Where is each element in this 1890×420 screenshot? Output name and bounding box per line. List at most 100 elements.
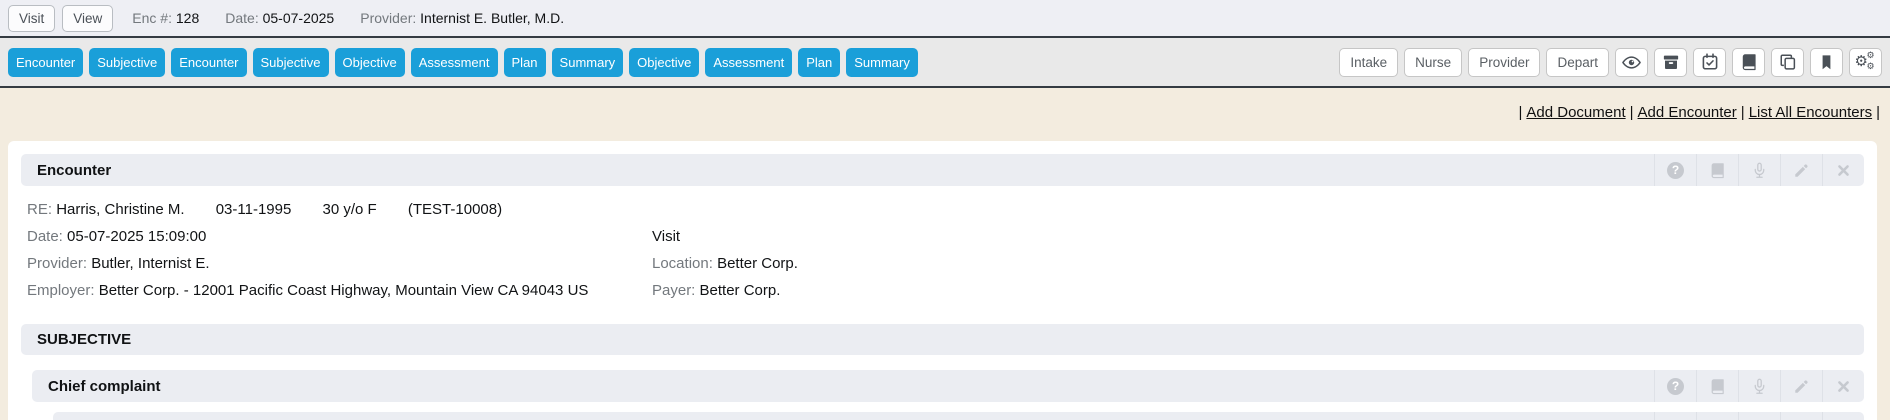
- encounter-actions-links: | Add Document | Add Encounter | List All Enc…: [0, 88, 1890, 121]
- help-icon: ?: [1667, 161, 1684, 179]
- enc-provider-value: Internist E. Butler, M.D.: [420, 10, 565, 26]
- close-icon-button[interactable]: [1822, 412, 1864, 420]
- microphone-icon-button[interactable]: [1738, 370, 1780, 402]
- enc-number-label: Enc #:: [132, 10, 172, 26]
- close-icon: [1838, 380, 1849, 392]
- add-document-link[interactable]: Add Document: [1526, 104, 1626, 121]
- view-button[interactable]: View: [62, 4, 114, 32]
- microphone-icon: [1754, 162, 1765, 178]
- form-toolbar: Encounter Subjective Encounter Subjectiv…: [0, 38, 1890, 88]
- encounter-details-table: Date: 05-07-2025 15:09:00 Visit Provider…: [27, 223, 1858, 304]
- calendar-check-icon-button[interactable]: [1693, 47, 1726, 77]
- pipe-separator: |: [1629, 104, 1634, 121]
- book-icon-button[interactable]: [1696, 412, 1738, 420]
- pencil-icon: [1795, 379, 1808, 393]
- form-nav-button[interactable]: Plan: [798, 47, 841, 77]
- patient-summary-line: RE: Harris, Christine M. 03-11-1995 30 y…: [27, 196, 1858, 223]
- microphone-icon-button[interactable]: [1738, 412, 1780, 420]
- archive-icon: [1663, 55, 1678, 69]
- form-nav-button[interactable]: Subjective: [252, 47, 329, 77]
- encounter-panel: Encounter ?: [8, 141, 1877, 420]
- gears-icon-button[interactable]: ⚙ ⚙ ⚙: [1849, 47, 1882, 77]
- form-nav-button[interactable]: Encounter: [8, 47, 84, 77]
- help-icon-button[interactable]: [1654, 412, 1696, 420]
- form-nav-button[interactable]: Subjective: [89, 47, 166, 77]
- location-value: Better Corp.: [717, 255, 798, 272]
- microphone-icon: [1754, 378, 1765, 394]
- book-icon: [1711, 162, 1724, 178]
- form-nav-button[interactable]: Plan: [503, 47, 546, 77]
- form-nav-button[interactable]: Summary: [846, 47, 918, 77]
- form-nav-button[interactable]: Assessment: [410, 47, 498, 77]
- visit-stage-buttons: Intake Nurse Provider Depart: [1339, 47, 1882, 77]
- encounter-summary-line: Enc #: 128 Date: 05-07-2025 Provider: In…: [132, 10, 590, 26]
- visit-button[interactable]: Visit: [8, 4, 56, 32]
- pencil-icon-button[interactable]: [1780, 154, 1822, 186]
- close-icon: [1838, 164, 1849, 176]
- stage-button-nurse[interactable]: Nurse: [1404, 47, 1463, 77]
- pipe-separator: |: [1740, 104, 1745, 121]
- form-nav-button[interactable]: Summary: [551, 47, 624, 77]
- provider-label: Provider:: [27, 255, 88, 272]
- form-nav-button[interactable]: Objective: [629, 47, 700, 77]
- copy-icon-button[interactable]: [1771, 47, 1804, 77]
- employer-value: Better Corp. - 12001 Pacific Coast Highw…: [98, 282, 589, 299]
- book-icon-button[interactable]: [1732, 47, 1765, 77]
- payer-label: Payer:: [652, 282, 696, 299]
- form-nav-button[interactable]: Assessment: [705, 47, 793, 77]
- enc-date-label: Date:: [225, 10, 259, 26]
- chief-complaint-section-header: Chief complaint ?: [32, 370, 1864, 402]
- close-icon-button[interactable]: [1822, 154, 1864, 186]
- bookmark-icon-button[interactable]: [1810, 47, 1843, 77]
- book-icon-button[interactable]: [1696, 154, 1738, 186]
- location-label: Location:: [652, 255, 713, 272]
- copy-icon: [1780, 54, 1795, 70]
- pencil-icon: [1795, 163, 1808, 177]
- bookmark-icon: [1822, 54, 1831, 69]
- pencil-icon-button[interactable]: [1780, 370, 1822, 402]
- book-icon: [1711, 378, 1724, 394]
- patient-name: Harris, Christine M.: [56, 201, 185, 218]
- stage-button-provider[interactable]: Provider: [1468, 47, 1541, 77]
- list-all-encounters-link[interactable]: List All Encounters: [1748, 104, 1873, 121]
- encounter-details: RE: Harris, Christine M. 03-11-1995 30 y…: [21, 186, 1864, 317]
- help-icon-button[interactable]: ?: [1654, 154, 1696, 186]
- patient-age-sex: 30 y/o F: [322, 201, 377, 218]
- archive-icon-button[interactable]: [1654, 47, 1687, 77]
- help-icon-button[interactable]: ?: [1654, 370, 1696, 402]
- clipped-header-icons: [1654, 412, 1864, 420]
- patient-id: (TEST-10008): [407, 201, 503, 218]
- form-nav-button[interactable]: Encounter: [171, 47, 247, 77]
- close-icon-button[interactable]: [1822, 370, 1864, 402]
- calendar-check-icon: [1702, 53, 1717, 70]
- chief-complaint-title: Chief complaint: [48, 377, 161, 395]
- subjective-section-title: SUBJECTIVE: [37, 331, 132, 348]
- form-nav-buttons: Encounter Subjective Encounter Subjectiv…: [8, 47, 918, 77]
- table-row: Date: 05-07-2025 15:09:00 Visit: [27, 223, 1858, 250]
- provider-value: Butler, Internist E.: [91, 255, 210, 272]
- stage-button-intake[interactable]: Intake: [1339, 47, 1399, 77]
- table-row: Employer: Better Corp. - 12001 Pacific C…: [27, 277, 1858, 304]
- patient-birth-date: 03-11-1995: [215, 201, 292, 218]
- subjective-section-header: SUBJECTIVE: [21, 324, 1864, 355]
- form-nav-button[interactable]: Objective: [334, 47, 405, 77]
- pencil-icon-button[interactable]: [1780, 412, 1822, 420]
- employer-label: Employer:: [27, 282, 95, 299]
- eye-icon-button[interactable]: [1615, 47, 1648, 77]
- date-value: 05-07-2025 15:09:00: [67, 228, 207, 245]
- book-icon-button[interactable]: [1696, 370, 1738, 402]
- help-icon: ?: [1667, 377, 1684, 395]
- visit-class-value: Visit: [652, 228, 681, 245]
- stage-button-depart[interactable]: Depart: [1546, 47, 1609, 77]
- date-label: Date:: [27, 228, 63, 245]
- payer-value: Better Corp.: [699, 282, 781, 299]
- chief-complaint-header-icons: ?: [1654, 370, 1864, 402]
- encounter-header-icons: ?: [1654, 154, 1864, 186]
- pipe-separator: |: [1876, 104, 1880, 121]
- pipe-separator: |: [1518, 104, 1523, 121]
- encounter-section-title: Encounter: [37, 161, 112, 179]
- enc-number-value: 128: [175, 10, 200, 26]
- enc-date-value: 05-07-2025: [262, 10, 335, 26]
- add-encounter-link[interactable]: Add Encounter: [1637, 104, 1737, 121]
- microphone-icon-button[interactable]: [1738, 154, 1780, 186]
